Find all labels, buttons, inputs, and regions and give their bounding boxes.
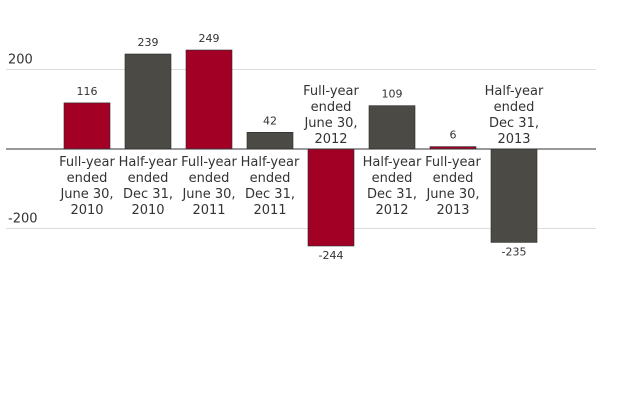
bar (185, 49, 233, 150)
category-label: June 30, (59, 187, 113, 202)
category-label: 2011 (192, 203, 225, 218)
category-label: Full-year (59, 155, 115, 170)
category-label: ended (311, 100, 352, 115)
category-label: ended (433, 171, 474, 186)
category-label: Half-year (119, 155, 178, 170)
category-label: Half-year (485, 84, 544, 99)
category-label: 2011 (253, 203, 286, 218)
y-tick-label: -200 (8, 212, 38, 227)
category-label: ended (494, 100, 535, 115)
data-label: 42 (263, 114, 277, 127)
bar (368, 105, 416, 150)
category-label: 2010 (70, 203, 103, 218)
category-label: Dec 31, (123, 187, 173, 202)
category-label: Full-year (303, 84, 359, 99)
category-label: Half-year (241, 155, 300, 170)
bar (490, 148, 538, 243)
category-label: June 30, (303, 116, 357, 131)
category-label: Full-year (425, 155, 481, 170)
bar (246, 132, 294, 150)
bar (63, 102, 111, 150)
category-label: ended (372, 171, 413, 186)
bar (124, 53, 172, 150)
category-label: Dec 31, (489, 116, 539, 131)
category-label: 2013 (436, 203, 469, 218)
data-label: 109 (382, 88, 403, 101)
data-label: 6 (450, 129, 457, 142)
category-label: June 30, (181, 187, 235, 202)
category-label: ended (67, 171, 108, 186)
category-label: 2010 (131, 203, 164, 218)
data-label: 239 (138, 36, 159, 49)
bar (307, 148, 355, 247)
category-label: 2012 (375, 203, 408, 218)
category-label: 2013 (497, 132, 530, 147)
category-label: ended (250, 171, 291, 186)
data-label: -244 (319, 249, 344, 262)
category-label: 2012 (314, 132, 347, 147)
category-label: June 30, (425, 187, 479, 202)
category-label: ended (189, 171, 230, 186)
category-label: Half-year (363, 155, 422, 170)
category-label: Full-year (181, 155, 237, 170)
y-tick-label: 200 (8, 53, 33, 68)
data-label: 249 (199, 32, 220, 45)
category-label: Dec 31, (367, 187, 417, 202)
category-label: Dec 31, (245, 187, 295, 202)
data-label: 116 (77, 85, 98, 98)
data-label: -235 (502, 245, 527, 258)
category-label: ended (128, 171, 169, 186)
